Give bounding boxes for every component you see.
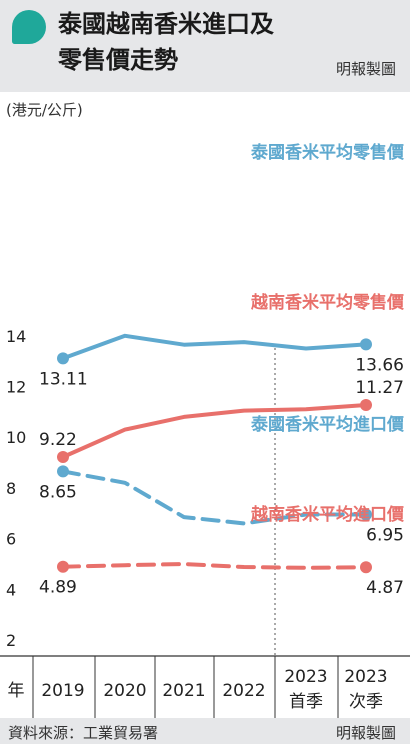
data-point <box>360 338 372 351</box>
y-tick-label: 8 <box>6 479 16 498</box>
x-tick-label: 2023 <box>284 667 327 687</box>
source-note: 資料來源：工業貿易署 <box>8 724 159 742</box>
data-point <box>360 508 372 521</box>
series-line <box>61 403 368 459</box>
data-label: 13.66 <box>355 355 404 375</box>
series-line <box>61 469 368 526</box>
y-tick-label: 6 <box>6 530 16 549</box>
x-tick-label: 2023 <box>344 667 387 687</box>
data-label: 9.22 <box>39 430 77 450</box>
y-axis-unit-label: (港元/公斤) <box>6 101 83 119</box>
data-label: 13.11 <box>39 369 88 389</box>
x-tick-label-sub: 首季 <box>289 692 323 712</box>
header: 泰國越南香米進口及 零售價走勢 明報製圖 <box>0 0 410 92</box>
speech-bubble-icon <box>12 10 46 44</box>
x-tick-label: 2021 <box>162 681 205 701</box>
title-line-2: 零售價走勢 <box>58 45 178 74</box>
title-line-1: 泰國越南香米進口及 <box>58 9 274 38</box>
series-name-label: 泰國香米平均進口價 <box>251 414 405 435</box>
series-name-label: 越南香米平均進口價 <box>250 504 405 525</box>
header-credit: 明報製圖 <box>335 60 396 78</box>
x-tick-label: 2019 <box>41 681 84 701</box>
data-point <box>57 465 69 478</box>
data-point <box>360 561 372 574</box>
y-tick-label: 4 <box>6 580 16 599</box>
data-label: 4.87 <box>366 578 404 598</box>
series-name-label: 越南香米平均零售價 <box>250 292 405 313</box>
x-axis-header: 年 <box>8 681 25 701</box>
chart-title: 泰國越南香米進口及 零售價走勢 <box>58 6 274 78</box>
data-label: 11.27 <box>355 378 404 398</box>
data-point <box>57 352 69 365</box>
x-tick-label: 2020 <box>103 681 146 701</box>
data-point <box>360 399 372 411</box>
data-label: 4.89 <box>39 578 77 598</box>
x-tick-label: 2022 <box>222 681 265 701</box>
y-tick-label: 10 <box>6 428 26 447</box>
data-point <box>57 451 69 463</box>
series-line <box>61 562 368 570</box>
data-label: 8.65 <box>39 482 77 502</box>
series-name-label: 泰國香米平均零售價 <box>251 142 405 163</box>
series-line <box>61 333 368 361</box>
footer-credit: 明報製圖 <box>335 724 396 742</box>
data-label: 6.95 <box>366 526 404 546</box>
y-tick-label: 12 <box>6 378 26 397</box>
x-tick-label-sub: 次季 <box>349 692 383 712</box>
y-tick-label: 14 <box>6 327 26 346</box>
data-point <box>57 560 69 573</box>
y-tick-label: 2 <box>6 631 16 650</box>
footer: 資料來源：工業貿易署 明報製圖 <box>0 718 410 744</box>
